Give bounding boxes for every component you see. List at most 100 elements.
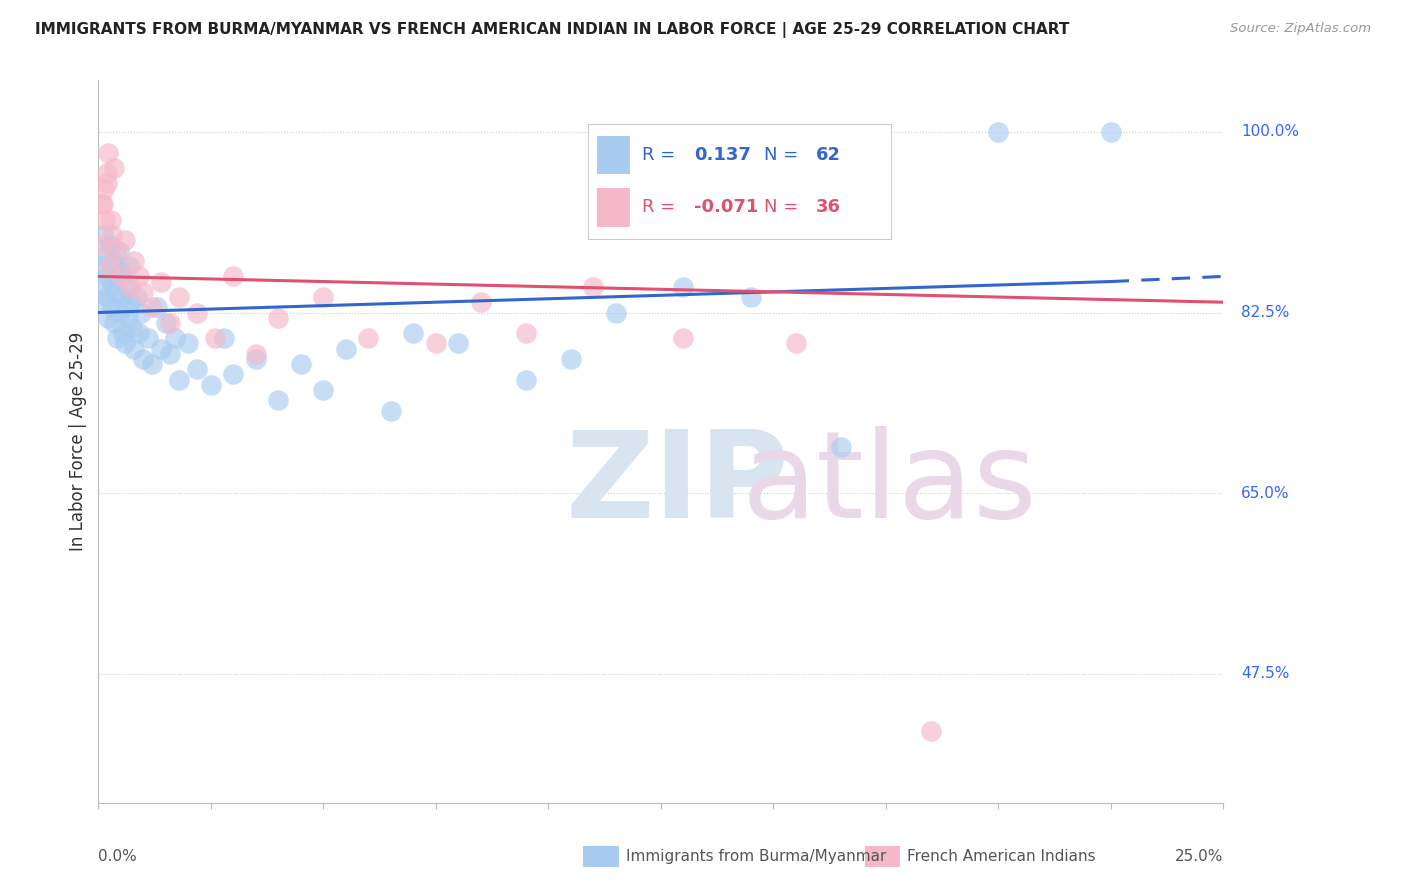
Point xyxy=(159,316,181,330)
Point xyxy=(245,351,267,366)
Point xyxy=(222,269,245,284)
Point xyxy=(1099,125,1122,139)
Point xyxy=(100,275,122,289)
Point xyxy=(100,212,122,227)
Text: French American Indians: French American Indians xyxy=(907,849,1095,863)
Point xyxy=(155,316,177,330)
Text: 0.0%: 0.0% xyxy=(98,849,138,864)
Point xyxy=(121,321,143,335)
Point xyxy=(204,331,226,345)
Point xyxy=(115,279,138,293)
Point xyxy=(169,290,191,304)
Point xyxy=(96,290,118,304)
Point xyxy=(124,342,146,356)
Point xyxy=(470,295,492,310)
Point xyxy=(222,368,245,382)
Point xyxy=(515,373,537,387)
FancyBboxPatch shape xyxy=(865,846,900,867)
Point xyxy=(104,269,127,284)
Point xyxy=(110,269,132,284)
Point xyxy=(402,326,425,341)
Point xyxy=(582,279,605,293)
Point xyxy=(214,331,236,345)
Point xyxy=(118,279,141,293)
Point xyxy=(267,393,290,408)
Point xyxy=(740,290,762,304)
Point xyxy=(124,254,146,268)
Point xyxy=(560,351,582,366)
Point xyxy=(103,161,125,175)
Point xyxy=(380,403,402,417)
Point xyxy=(114,336,136,351)
Point xyxy=(114,301,136,315)
Point xyxy=(97,310,120,325)
Point xyxy=(91,197,114,211)
Point xyxy=(118,259,141,273)
Point xyxy=(98,238,121,252)
Point xyxy=(267,310,290,325)
Point xyxy=(200,377,222,392)
Point xyxy=(91,228,114,243)
Point xyxy=(987,125,1010,139)
Point xyxy=(672,331,695,345)
Point xyxy=(159,347,181,361)
Point xyxy=(830,440,852,454)
Point xyxy=(90,238,112,252)
Point xyxy=(93,295,115,310)
Point xyxy=(96,177,118,191)
Point xyxy=(91,197,114,211)
Point xyxy=(108,305,131,319)
Point xyxy=(335,342,357,356)
Point xyxy=(186,305,208,319)
Point xyxy=(128,269,150,284)
Text: 47.5%: 47.5% xyxy=(1241,666,1289,681)
Point xyxy=(94,249,117,263)
Point xyxy=(136,331,159,345)
Point xyxy=(114,233,136,247)
Text: Source: ZipAtlas.com: Source: ZipAtlas.com xyxy=(1230,22,1371,36)
Point xyxy=(150,342,173,356)
Point xyxy=(146,301,169,315)
Point xyxy=(128,326,150,341)
Point xyxy=(163,331,186,345)
Point xyxy=(94,212,117,227)
Point xyxy=(105,244,128,258)
Point xyxy=(101,228,124,243)
Point xyxy=(312,383,335,397)
Point xyxy=(96,166,118,180)
Point xyxy=(132,351,155,366)
Point xyxy=(111,290,134,304)
Point xyxy=(98,259,121,273)
Point xyxy=(118,295,141,310)
Point xyxy=(132,285,155,299)
Y-axis label: In Labor Force | Age 25-29: In Labor Force | Age 25-29 xyxy=(69,332,87,551)
Text: atlas: atlas xyxy=(742,426,1038,543)
Point xyxy=(129,305,152,319)
Point xyxy=(150,275,173,289)
Point xyxy=(96,269,118,284)
Point xyxy=(105,285,128,299)
Point xyxy=(125,290,148,304)
Point xyxy=(186,362,208,376)
Point xyxy=(447,336,470,351)
Point xyxy=(103,316,125,330)
Point xyxy=(245,347,267,361)
Text: 25.0%: 25.0% xyxy=(1175,849,1223,864)
Point xyxy=(672,279,695,293)
Text: 65.0%: 65.0% xyxy=(1241,485,1289,500)
Text: 82.5%: 82.5% xyxy=(1241,305,1289,320)
Point xyxy=(107,244,129,258)
Point xyxy=(97,145,120,160)
Point xyxy=(312,290,335,304)
Point xyxy=(425,336,447,351)
Text: Immigrants from Burma/Myanmar: Immigrants from Burma/Myanmar xyxy=(626,849,886,863)
Point xyxy=(920,723,942,738)
Point xyxy=(515,326,537,341)
Point xyxy=(105,331,128,345)
Point xyxy=(177,336,200,351)
Point xyxy=(110,264,132,278)
Text: IMMIGRANTS FROM BURMA/MYANMAR VS FRENCH AMERICAN INDIAN IN LABOR FORCE | AGE 25-: IMMIGRANTS FROM BURMA/MYANMAR VS FRENCH … xyxy=(35,22,1070,38)
Point xyxy=(112,326,135,341)
Point xyxy=(93,182,115,196)
Text: 100.0%: 100.0% xyxy=(1241,124,1299,139)
